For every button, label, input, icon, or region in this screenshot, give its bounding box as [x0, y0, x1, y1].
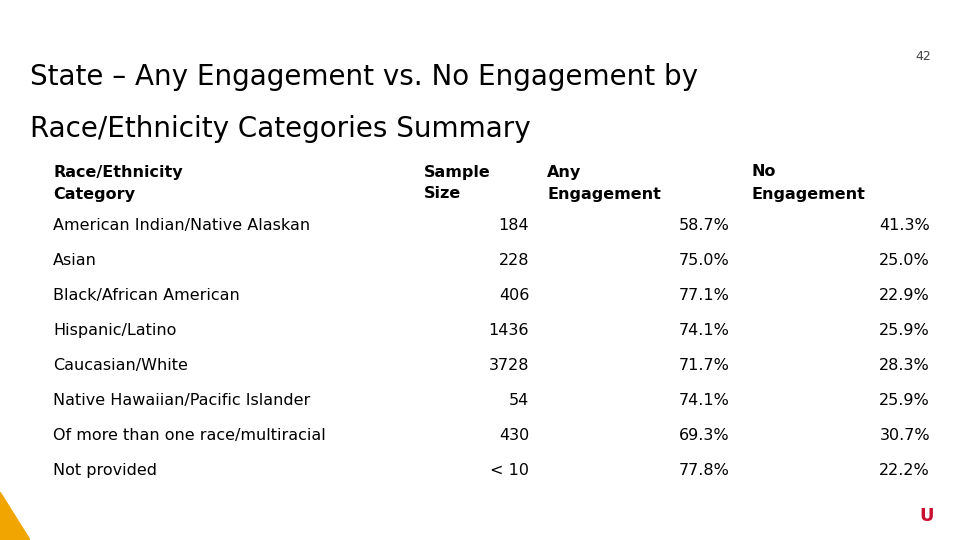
- Text: 41.3%: 41.3%: [879, 218, 930, 233]
- Text: 406: 406: [499, 288, 529, 303]
- Text: Of more than one race/multiracial: Of more than one race/multiracial: [53, 428, 326, 443]
- Text: No: No: [752, 165, 777, 179]
- Text: 75.0%: 75.0%: [679, 253, 730, 268]
- Text: Engagement: Engagement: [547, 186, 661, 201]
- Text: 54: 54: [509, 393, 529, 408]
- Text: 430: 430: [499, 428, 529, 443]
- Text: Not provided: Not provided: [53, 463, 157, 478]
- Text: 25.0%: 25.0%: [879, 253, 930, 268]
- Text: 77.1%: 77.1%: [679, 288, 730, 303]
- Text: Native Hawaiian/Pacific Islander: Native Hawaiian/Pacific Islander: [53, 393, 310, 408]
- Text: Black/African American: Black/African American: [53, 288, 240, 303]
- Text: State – Any Engagement vs. No Engagement by: State – Any Engagement vs. No Engagement…: [30, 63, 698, 91]
- Text: < 10: < 10: [491, 463, 529, 478]
- Text: 228: 228: [498, 253, 529, 268]
- Text: 74.1%: 74.1%: [679, 323, 730, 338]
- Text: 58.7%: 58.7%: [679, 218, 730, 233]
- Text: Caucasian/White: Caucasian/White: [53, 358, 188, 373]
- Polygon shape: [0, 492, 30, 540]
- Text: 25.9%: 25.9%: [879, 323, 930, 338]
- Text: 74.1%: 74.1%: [679, 393, 730, 408]
- Text: 42: 42: [916, 50, 931, 63]
- Text: 22.2%: 22.2%: [879, 463, 930, 478]
- Text: U: U: [920, 507, 934, 525]
- Text: Hispanic/Latino: Hispanic/Latino: [53, 323, 177, 338]
- Text: 1436: 1436: [489, 323, 529, 338]
- Text: 30.7%: 30.7%: [879, 428, 930, 443]
- Text: 28.3%: 28.3%: [879, 358, 930, 373]
- Text: 69.3%: 69.3%: [679, 428, 730, 443]
- Text: Race/Ethnicity Categories Summary: Race/Ethnicity Categories Summary: [30, 114, 531, 143]
- Text: 71.7%: 71.7%: [679, 358, 730, 373]
- Text: Any: Any: [547, 165, 582, 179]
- Text: SEATTLE: SEATTLE: [830, 507, 917, 525]
- Text: 77.8%: 77.8%: [679, 463, 730, 478]
- Text: American Indian/Native Alaskan: American Indian/Native Alaskan: [53, 218, 310, 233]
- Text: 184: 184: [498, 218, 529, 233]
- Text: 3728: 3728: [489, 358, 529, 373]
- Text: Engagement: Engagement: [752, 186, 866, 201]
- Text: Sample: Sample: [424, 165, 491, 179]
- Text: Size: Size: [424, 186, 461, 201]
- Text: Category: Category: [53, 186, 135, 201]
- Text: Race/Ethnicity: Race/Ethnicity: [53, 165, 182, 179]
- Text: 25.9%: 25.9%: [879, 393, 930, 408]
- Text: 22.9%: 22.9%: [879, 288, 930, 303]
- Text: Asian: Asian: [53, 253, 97, 268]
- Text: Center for Change in Transition Services | www.seattleu.edu/ccts | CC BY 4.0: Center for Change in Transition Services…: [38, 511, 438, 521]
